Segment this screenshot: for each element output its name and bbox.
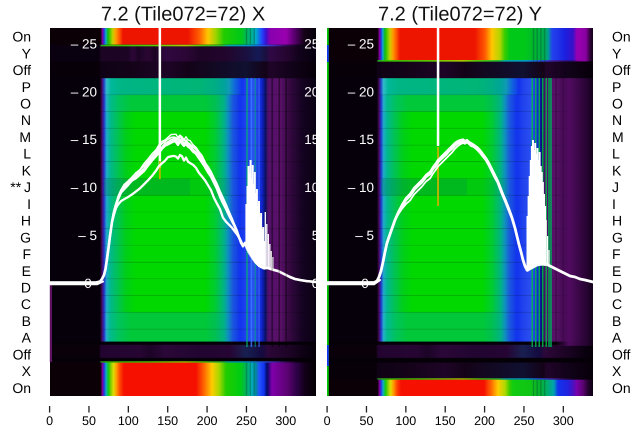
svg-text:B: B <box>612 313 621 329</box>
svg-text:50: 50 <box>82 414 96 428</box>
svg-text:– 5: – 5 <box>78 228 97 243</box>
svg-text:D: D <box>21 280 31 296</box>
svg-text:7.2 (Tile072=72) X: 7.2 (Tile072=72) X <box>101 4 265 26</box>
svg-text:– 25: – 25 <box>71 36 97 51</box>
svg-text:– 20: – 20 <box>348 84 374 99</box>
svg-text:200: 200 <box>474 414 495 428</box>
svg-text:15: 15 <box>304 132 319 147</box>
svg-text:– 10: – 10 <box>71 180 97 195</box>
svg-text:On: On <box>612 380 631 396</box>
svg-text:150: 150 <box>157 414 178 428</box>
svg-text:25: 25 <box>304 36 319 51</box>
svg-text:150: 150 <box>435 414 456 428</box>
svg-text:F: F <box>22 246 31 262</box>
svg-text:A: A <box>22 330 32 346</box>
svg-text:200: 200 <box>197 414 218 428</box>
svg-text:0: 0 <box>324 414 331 428</box>
svg-text:K: K <box>612 162 622 178</box>
svg-text:C: C <box>21 296 31 312</box>
svg-text:10: 10 <box>304 180 319 195</box>
svg-text:0: 0 <box>84 276 92 291</box>
svg-text:– 15: – 15 <box>348 132 374 147</box>
svg-text:L: L <box>612 146 620 162</box>
svg-text:– 10: – 10 <box>348 180 374 195</box>
svg-text:E: E <box>612 263 621 279</box>
svg-text:Off: Off <box>13 62 32 78</box>
svg-text:H: H <box>21 213 31 229</box>
svg-text:– 20: – 20 <box>71 84 97 99</box>
svg-text:Y: Y <box>612 45 622 61</box>
svg-text:5: 5 <box>312 228 320 243</box>
svg-text:7.2 (Tile072=72) Y: 7.2 (Tile072=72) Y <box>378 4 542 26</box>
svg-text:Off: Off <box>612 346 631 362</box>
svg-text:Off: Off <box>13 346 32 362</box>
svg-text:C: C <box>612 296 622 312</box>
svg-text:G: G <box>612 229 623 245</box>
svg-text:250: 250 <box>514 414 535 428</box>
svg-text:D: D <box>612 280 622 296</box>
svg-text:N: N <box>21 112 31 128</box>
svg-text:P: P <box>612 79 621 95</box>
svg-text:300: 300 <box>553 414 574 428</box>
svg-text:B: B <box>22 313 31 329</box>
svg-text:Off: Off <box>612 62 631 78</box>
svg-text:P: P <box>22 79 31 95</box>
svg-text:On: On <box>612 29 631 45</box>
svg-text:On: On <box>12 380 31 396</box>
svg-text:N: N <box>612 112 622 128</box>
svg-text:300: 300 <box>275 414 296 428</box>
svg-text:M: M <box>612 129 624 145</box>
svg-text:X: X <box>22 363 32 379</box>
svg-text:50: 50 <box>360 414 374 428</box>
svg-text:E: E <box>22 263 31 279</box>
svg-text:100: 100 <box>395 414 416 428</box>
svg-text:– 25: – 25 <box>348 36 374 51</box>
svg-text:O: O <box>612 96 623 112</box>
svg-text:0: 0 <box>312 276 320 291</box>
svg-text:250: 250 <box>236 414 257 428</box>
svg-text:X: X <box>612 363 622 379</box>
svg-text:H: H <box>612 213 622 229</box>
svg-text:– 15: – 15 <box>71 132 97 147</box>
svg-text:J: J <box>24 179 31 195</box>
svg-text:J: J <box>612 179 619 195</box>
svg-text:L: L <box>23 146 31 162</box>
svg-text:M: M <box>19 129 31 145</box>
svg-text:0: 0 <box>46 414 53 428</box>
svg-text:G: G <box>20 229 31 245</box>
svg-text:Y: Y <box>22 45 32 61</box>
svg-text:I: I <box>612 196 616 212</box>
svg-text:On: On <box>12 29 31 45</box>
svg-text:– 5: – 5 <box>355 228 374 243</box>
svg-text:K: K <box>22 162 32 178</box>
svg-text:20: 20 <box>304 84 319 99</box>
svg-text:A: A <box>612 330 622 346</box>
svg-text:F: F <box>612 246 621 262</box>
svg-text:0: 0 <box>361 276 369 291</box>
svg-text:O: O <box>20 96 31 112</box>
svg-text:**: ** <box>10 179 24 195</box>
svg-text:I: I <box>27 196 31 212</box>
svg-text:100: 100 <box>118 414 139 428</box>
